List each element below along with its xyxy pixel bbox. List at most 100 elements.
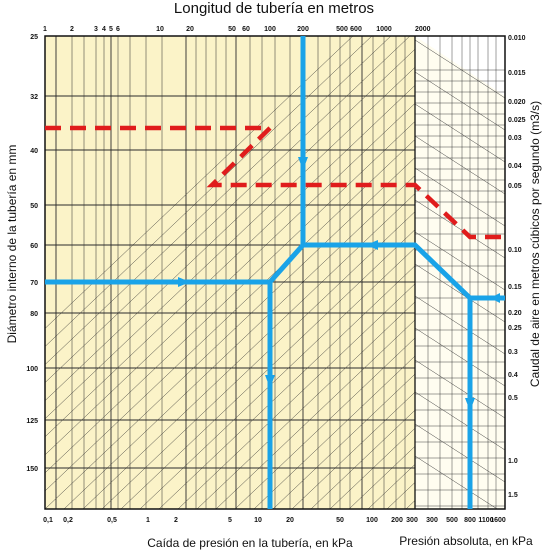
grid-line-diagonal xyxy=(45,36,392,365)
flow-arrows xyxy=(178,157,500,411)
pressure-grid-diagonal xyxy=(415,36,505,509)
grid-line-diagonal xyxy=(45,157,415,509)
pressure-grid-line-diagonal xyxy=(415,231,505,291)
bottom-tick-label: 0,5 xyxy=(107,517,117,524)
main-grid-area xyxy=(45,36,415,509)
bottom-tick-label: 200 xyxy=(391,517,403,524)
grid-line-diagonal xyxy=(101,211,415,509)
bottom-tick-label: 5 xyxy=(228,517,232,524)
left-tick-label: 150 xyxy=(26,466,38,473)
pressure-grid-line-diagonal xyxy=(415,263,505,323)
right-tick-label: 0.05 xyxy=(508,183,522,190)
left-tick-label: 50 xyxy=(30,203,38,210)
left-tick-label: 80 xyxy=(30,311,38,318)
y-axis-left-label: Diámetro interno de la tubería en mm xyxy=(5,145,19,344)
right-tick-label: 0.25 xyxy=(508,325,522,332)
pressure-grid-line-diagonal xyxy=(415,135,505,195)
right-tick-label: 1.0 xyxy=(508,458,518,465)
grid-line-diagonal xyxy=(120,229,415,509)
grid-line-diagonal xyxy=(272,373,415,509)
grid-line-diagonal xyxy=(215,319,415,509)
grid-line-diagonal xyxy=(45,36,354,329)
grid-line-diagonal xyxy=(45,36,411,383)
top-tick-label: 6 xyxy=(116,26,120,33)
bottom-tick-label: 50 xyxy=(336,517,344,524)
grid-line-diagonal xyxy=(158,265,415,509)
grid-line-diagonal xyxy=(45,103,415,456)
left-tick-label: 25 xyxy=(30,34,38,41)
left-tick-label: 40 xyxy=(30,148,38,155)
pressure-grid-line-diagonal xyxy=(415,423,505,483)
top-tick-label: 4 xyxy=(102,26,106,33)
right-tick-label: 0.20 xyxy=(508,310,522,317)
grid-line-diagonal xyxy=(45,84,415,438)
pressure-grid-line-diagonal xyxy=(415,359,505,419)
right-tick-label: 0.025 xyxy=(508,117,526,124)
top-tick-label: 1 xyxy=(43,26,47,33)
top-tick-label: 10 xyxy=(156,26,164,33)
top-tick-label: 20 xyxy=(186,26,194,33)
grid-line-diagonal xyxy=(253,355,415,509)
grid-line-diagonal xyxy=(234,337,415,509)
right-tick-label: 1.5 xyxy=(508,492,518,499)
left-tick-label: 125 xyxy=(26,418,38,425)
right-tick-label: 0.4 xyxy=(508,372,518,379)
x-axis-bottom-label: Caída de presión en la tubería, en kPa xyxy=(147,536,353,550)
bottom-tick-label: 0,2 xyxy=(63,517,73,524)
grid-line-diagonal xyxy=(82,193,415,509)
left-tick-label: 32 xyxy=(30,94,38,101)
pressure-grid-line-diagonal xyxy=(415,295,505,355)
right-tick-label: 0.010 xyxy=(508,35,526,42)
right-tick-label: 0.020 xyxy=(508,99,526,106)
bottom-tick-label: 100 xyxy=(366,517,378,524)
pressure-grid-line-diagonal xyxy=(415,103,505,163)
blue-example-path xyxy=(45,36,505,509)
right-tick-label: 0.04 xyxy=(508,163,522,170)
pressure-grid xyxy=(415,36,505,509)
top-tick-label: 2 xyxy=(70,26,74,33)
grid-line-diagonal xyxy=(45,48,415,402)
red-example-path xyxy=(45,125,505,240)
bottom-tick-label: 1 xyxy=(146,517,150,524)
tick-labels: 1 2 3 4 5 6 10 20 50 60 100 200 500 600 1000 2000253240… xyxy=(26,26,525,524)
bottom-tick-label: 20 xyxy=(286,517,294,524)
bottom-right-tick-label: 1100 xyxy=(478,517,493,524)
right-tick-label: 0.10 xyxy=(508,247,522,254)
top-tick-label: 2000 xyxy=(415,26,431,33)
bottom-right-tick-label: 500 xyxy=(446,517,458,524)
bottom-tick-label: 300 xyxy=(406,517,418,524)
bottom-tick-label: 0,1 xyxy=(43,517,53,524)
pressure-grid-line-diagonal xyxy=(415,167,505,227)
grid-line-diagonal xyxy=(177,283,415,509)
bottom-right-tick-label: 300 xyxy=(426,517,438,524)
right-tick-label: 0.015 xyxy=(508,70,526,77)
top-tick-label: 50 xyxy=(228,26,236,33)
main-grid xyxy=(45,36,415,509)
pressure-grid-line-diagonal xyxy=(415,327,505,387)
pressure-grid-line-diagonal xyxy=(415,199,505,259)
top-tick-label: 100 xyxy=(264,26,276,33)
top-tick-label: 200 xyxy=(297,26,309,33)
bottom-tick-label: 10 xyxy=(254,517,262,524)
grid-line-diagonal xyxy=(139,247,415,509)
right-tick-label: 0.15 xyxy=(508,284,522,291)
grid-line-diagonal xyxy=(45,121,415,474)
bottom-tick-label: 2 xyxy=(174,517,178,524)
grid-line-diagonal xyxy=(45,66,415,420)
y-axis-right-label: Caudal de aire en metros cúbicos por seg… xyxy=(528,101,542,387)
top-tick-label: 60 xyxy=(242,26,250,33)
top-tick-label: 1000 xyxy=(376,26,392,33)
top-tick-label: 5 xyxy=(109,26,113,33)
top-tick-label: 600 xyxy=(350,26,362,33)
pressure-grid-line-diagonal xyxy=(415,455,498,509)
bottom-right-tick-label: 800 xyxy=(464,517,476,524)
chart-frame xyxy=(44,35,506,510)
grid-line-diagonal xyxy=(291,391,415,509)
top-tick-label: 3 xyxy=(94,26,98,33)
pressure-grid-line-diagonal xyxy=(415,39,505,99)
pressure-grid-line-diagonal xyxy=(415,71,505,131)
x-axis-bottom-right-label: Presión absoluta, en kPa xyxy=(399,534,533,548)
right-tick-label: 0.03 xyxy=(508,135,522,142)
grid-line-diagonal xyxy=(196,301,415,509)
